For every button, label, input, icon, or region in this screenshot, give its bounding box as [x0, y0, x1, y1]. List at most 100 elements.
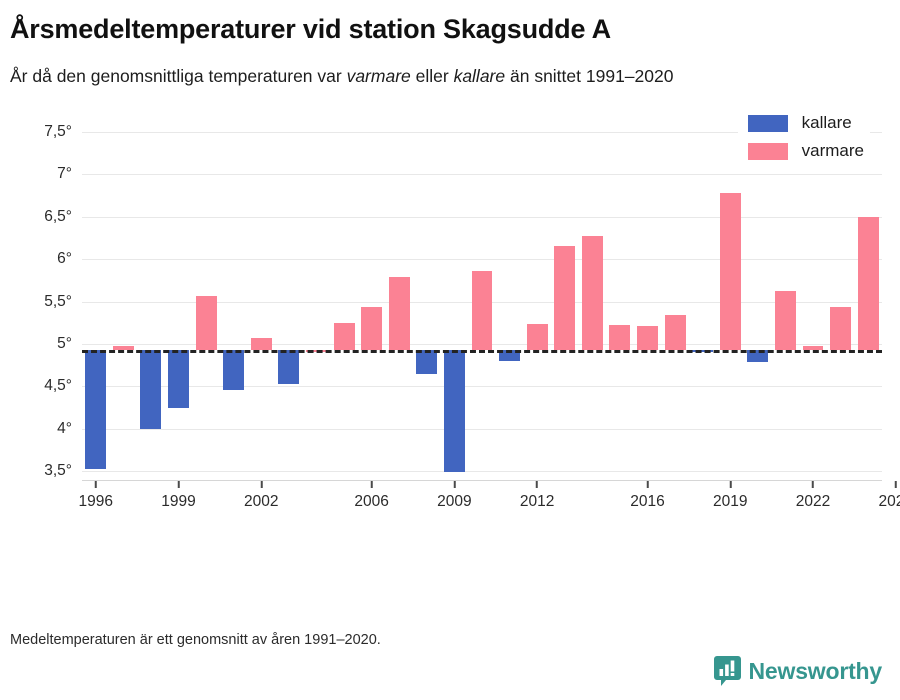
- bar-slot-1998[interactable]: [137, 113, 165, 481]
- bar-slot-2012[interactable]: [523, 113, 551, 481]
- tick-mark: [729, 481, 732, 489]
- bar-slot-2002[interactable]: [248, 113, 276, 481]
- page-title: Årsmedeltemperaturer vid station Skagsud…: [10, 14, 611, 44]
- bar-2021[interactable]: [774, 290, 796, 350]
- bar-slot-2021[interactable]: [772, 113, 800, 481]
- bar-2001[interactable]: [223, 349, 245, 390]
- bar-2013[interactable]: [554, 245, 576, 350]
- bar-slot-1996[interactable]: [82, 113, 110, 481]
- x-axis-tick-1996: 1996: [79, 481, 113, 511]
- tick-mark: [94, 481, 97, 489]
- subtitle-text-3: än snittet 1991–2020: [505, 66, 674, 87]
- bar-slot-2011[interactable]: [496, 113, 524, 481]
- bar-2016[interactable]: [637, 326, 658, 350]
- subtitle-emphasis-kallare: kallare: [453, 66, 506, 87]
- y-axis-tick-label: 5,5°: [44, 292, 72, 310]
- y-axis-tick-label: 4,5°: [44, 377, 72, 395]
- y-axis-tick-label: 7,5°: [44, 122, 72, 140]
- bar-slot-1997[interactable]: [110, 113, 138, 481]
- bar-2008[interactable]: [416, 349, 438, 375]
- bar-slot-1999[interactable]: [165, 113, 193, 481]
- x-axis-tick-label: 1999: [161, 493, 196, 511]
- bar-slot-2014[interactable]: [579, 113, 607, 481]
- chart-legend: kallare varmare: [737, 109, 870, 166]
- x-axis-tick-2016: 2016: [630, 481, 665, 511]
- bar-2009[interactable]: [443, 349, 465, 472]
- bar-2003[interactable]: [278, 349, 300, 384]
- bar-slot-2000[interactable]: [192, 113, 220, 481]
- y-axis-tick-label: 4°: [57, 419, 72, 437]
- bar-2024[interactable]: [857, 216, 879, 350]
- bar-2004[interactable]: [305, 349, 327, 352]
- bar-2022[interactable]: [802, 345, 824, 350]
- bar-slot-2010[interactable]: [468, 113, 496, 481]
- tick-mark: [894, 481, 897, 489]
- tick-mark: [453, 481, 456, 489]
- bar-2000[interactable]: [195, 295, 217, 350]
- legend-item-kallare[interactable]: kallare: [747, 113, 864, 133]
- bar-slot-2008[interactable]: [413, 113, 441, 481]
- bar-1999[interactable]: [168, 349, 189, 408]
- subtitle-emphasis-varmare: varmare: [346, 66, 411, 87]
- chart-footnote: Medeltemperaturen är ett genomsnitt av å…: [10, 632, 381, 648]
- bar-slot-2009[interactable]: [441, 113, 469, 481]
- bar-2010[interactable]: [471, 271, 493, 350]
- x-axis-tick-label: 2022: [795, 493, 831, 511]
- x-axis-tick-label: 2006: [354, 493, 389, 511]
- bar-2018[interactable]: [692, 349, 714, 352]
- legend-label-varmare: varmare: [801, 141, 864, 161]
- bar-slot-2004[interactable]: [303, 113, 331, 481]
- subtitle-text-2: eller: [410, 66, 454, 87]
- bar-slot-2019[interactable]: [716, 113, 744, 481]
- legend-item-varmare[interactable]: varmare: [747, 141, 864, 161]
- bar-chart-bubble-icon: [713, 656, 741, 686]
- chart-subtitle: År då den genomsnittliga temperaturen va…: [10, 45, 850, 89]
- bar-slot-2023[interactable]: [827, 113, 855, 481]
- bar-2012[interactable]: [526, 324, 548, 350]
- bar-slot-2020[interactable]: [744, 113, 772, 481]
- bar-2019[interactable]: [719, 193, 741, 350]
- chart-plot: 3,5° 4° 4,5° 5° 5,5° 6° 6,5° 7° 7,5° 1996 1999 200…: [10, 105, 900, 525]
- bar-1997[interactable]: [112, 346, 134, 350]
- subtitle-text-1: År då den genomsnittliga temperaturen va…: [10, 66, 347, 87]
- x-axis-tick-label: 2019: [713, 493, 748, 511]
- bar-2005[interactable]: [333, 322, 355, 350]
- x-axis-tick-1999: 1999: [161, 481, 196, 511]
- bar-slot-2003[interactable]: [275, 113, 303, 481]
- bar-slot-2022[interactable]: [799, 113, 827, 481]
- tick-mark: [177, 481, 180, 489]
- bar-slot-2024[interactable]: [854, 113, 882, 481]
- x-axis-labels: 1996 1999 2002 2006 2009 2012 2016 2019 2022 2025: [79, 481, 900, 525]
- bar-2007[interactable]: [388, 276, 410, 350]
- bar-slot-2015[interactable]: [606, 113, 634, 481]
- bar-2015[interactable]: [609, 325, 631, 350]
- bar-2014[interactable]: [581, 236, 603, 350]
- bar-2023[interactable]: [830, 306, 852, 350]
- x-axis-tick-label: 2016: [630, 493, 665, 511]
- bar-1996[interactable]: [85, 349, 107, 470]
- bar-slot-2005[interactable]: [330, 113, 358, 481]
- bar-slot-2017[interactable]: [661, 113, 689, 481]
- x-axis-line: [82, 480, 882, 482]
- bar-2011[interactable]: [499, 349, 521, 361]
- bar-slot-2006[interactable]: [358, 113, 386, 481]
- legend-swatch-varmare-icon: [747, 142, 788, 160]
- legend-label-kallare: kallare: [801, 113, 852, 133]
- bar-slot-2016[interactable]: [634, 113, 662, 481]
- plot-area: [82, 113, 882, 481]
- y-axis-tick-label: 5°: [57, 334, 72, 352]
- bar-slot-2018[interactable]: [689, 113, 717, 481]
- x-axis-tick-label: 2012: [519, 493, 555, 511]
- bar-2006[interactable]: [361, 307, 383, 350]
- bar-2017[interactable]: [664, 315, 686, 350]
- bar-2020[interactable]: [747, 349, 769, 362]
- x-axis-tick-label: 2025: [878, 493, 900, 511]
- bar-slot-2007[interactable]: [385, 113, 413, 481]
- newsworthy-logo[interactable]: Newsworthy: [713, 656, 882, 686]
- bar-slot-2001[interactable]: [220, 113, 248, 481]
- bar-slot-2013[interactable]: [551, 113, 579, 481]
- bar-2002[interactable]: [250, 337, 272, 350]
- y-axis-tick-label: 3,5°: [44, 462, 72, 480]
- bar-1998[interactable]: [140, 349, 162, 429]
- tick-mark: [812, 481, 815, 489]
